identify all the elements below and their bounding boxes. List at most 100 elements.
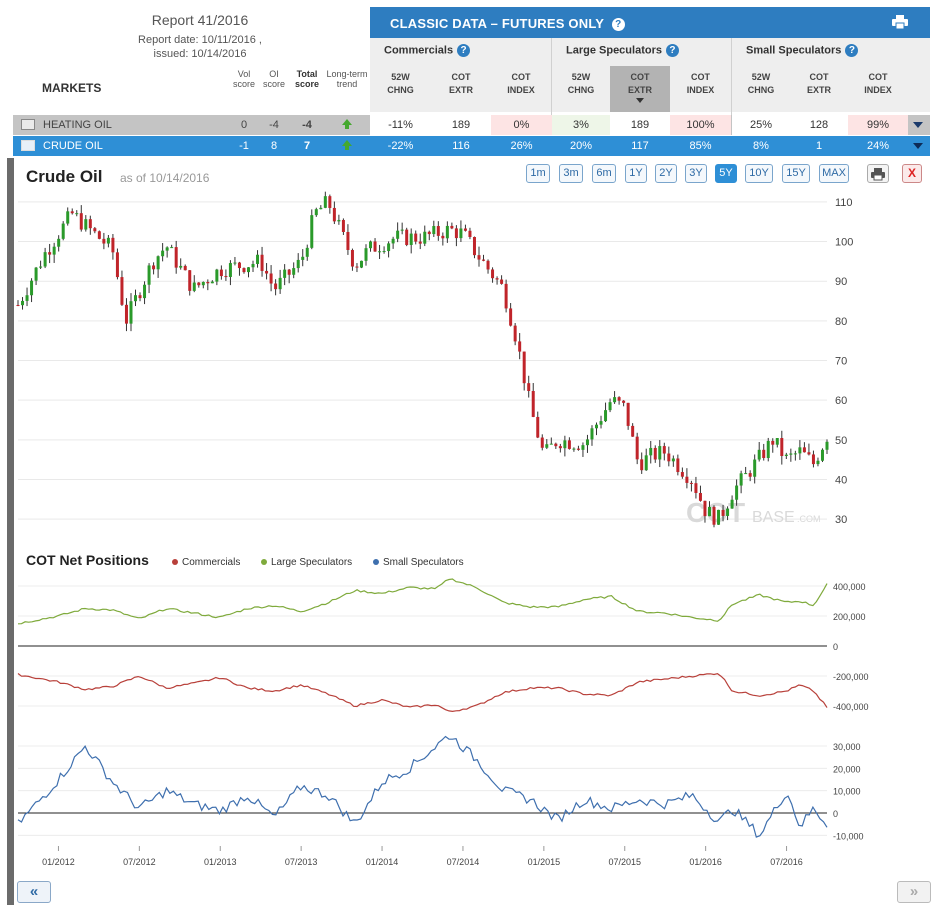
cot-chart-title: COT Net Positions [26,552,149,568]
col-header-small-index[interactable]: COT INDEX [848,66,930,112]
large-52w: 20% [569,140,593,152]
candle-body [341,219,345,232]
range-button-1m[interactable]: 1m [526,164,550,183]
range-button-1y[interactable]: 1Y [625,164,647,183]
vol-score-header[interactable]: Vol score [232,69,256,89]
candle-body [350,249,354,267]
legend-swatch [261,559,267,566]
mini-chart-icon [21,140,35,151]
candle-body [197,282,201,286]
collapse-row-icon[interactable] [913,143,923,149]
candle-body [576,448,580,450]
classic-data-bar: CLASSIC DATA – FUTURES ONLY ? [370,7,930,38]
range-button-3m[interactable]: 3m [559,164,583,183]
next-report-button[interactable]: » [897,881,931,903]
help-icon[interactable]: ? [665,44,679,57]
candle-body [703,500,707,517]
table-row-heating-oil[interactable]: HEATING OIL 0 -4 -4 -11% 189 0% 3% 189 1… [13,115,930,135]
total-score-header[interactable]: Total score [292,69,322,89]
candle-body [649,447,653,456]
close-chart-button[interactable]: X [902,164,922,183]
help-icon[interactable]: ? [457,44,471,57]
x-tick-label: 01/2013 [204,857,237,867]
candle-body [613,397,617,403]
print-icon[interactable] [892,15,908,29]
candle-body [210,281,214,284]
candle-body [359,260,363,268]
legend-commercials[interactable]: Commercials [172,557,240,568]
candle-body [585,439,589,446]
candle-body [93,228,97,232]
candle-body [748,473,752,477]
col-header-l2: INDEX [686,85,715,95]
watermark-com: .COM [797,514,821,524]
candle-body [527,383,531,391]
total-score: 7 [303,140,311,152]
cot-y-tick-label: 400,000 [833,582,866,592]
report-title: Report 41/2016 [151,12,249,28]
range-button-10y[interactable]: 10Y [745,164,773,183]
col-header-comm-52w[interactable]: 52W CHNG [370,66,431,112]
trend-header[interactable]: Long-term trend [324,69,370,89]
col-header-large-index[interactable]: COT INDEX [670,66,731,112]
candle-body [97,231,101,239]
col-header-comm-index[interactable]: COT INDEX [491,66,551,112]
cot-y-tick-label: -200,000 [833,672,869,682]
range-button-2y[interactable]: 2Y [655,164,677,183]
help-icon[interactable]: ? [611,18,625,32]
candle-body [504,283,508,309]
candle-body [292,268,296,275]
candle-body [522,351,526,384]
col-header-l1: COT [630,72,650,82]
candle-body [124,304,128,324]
markets-column-header[interactable]: MARKETS [42,81,102,95]
range-button-6m[interactable]: 6m [592,164,616,183]
group-commercials-label: Commercials [384,44,454,57]
candle-body [246,267,250,273]
range-button-max[interactable]: MAX [819,164,849,183]
col-header-l2: INDEX [507,85,535,95]
col-header-small-52w[interactable]: 52W CHNG [732,66,790,112]
candle-body [513,325,517,342]
candle-body [287,269,291,275]
legend-small-speculators[interactable]: Small Speculators [373,557,464,568]
candle-body [531,390,535,417]
candle-body [269,273,273,284]
table-row-crude-oil[interactable]: CRUDE OIL -1 8 7 -22% 116 26% 20% 117 85… [13,136,930,156]
col-header-small-extr[interactable]: COT EXTR [790,66,848,112]
candle-body [134,295,138,302]
market-name[interactable]: HEATING OIL [43,119,112,131]
candle-body [771,440,775,445]
expand-row-icon[interactable] [913,122,923,128]
candle-body [436,226,440,236]
candle-body [25,295,29,301]
vol-score-header-l1: Vol [237,69,251,79]
oi-score-header[interactable]: OI score [262,69,286,89]
candle-body [120,277,124,305]
range-button-3y[interactable]: 3Y [685,164,707,183]
x-tick-label: 07/2015 [608,857,641,867]
sort-desc-icon [636,98,644,103]
col-header-large-extr[interactable]: COT EXTR [610,66,670,112]
candle-body [721,509,725,516]
candle-body [147,265,151,285]
total-score-header-l1: Total [296,69,318,79]
watermark-cot: COT [686,497,745,528]
cot-y-tick-label: 30,000 [833,742,861,752]
previous-report-button[interactable]: « [17,881,51,903]
col-header-comm-extr[interactable]: COT EXTR [431,66,491,112]
range-button-5y[interactable]: 5Y [715,164,737,183]
candle-body [640,459,644,471]
candle-body [52,246,56,255]
market-name[interactable]: CRUDE OIL [43,140,103,152]
total-score-header-l2: score [294,79,320,89]
chart-print-button[interactable] [867,164,889,183]
candle-body [762,449,766,458]
col-header-large-52w[interactable]: 52W CHNG [552,66,610,112]
range-button-15y[interactable]: 15Y [782,164,810,183]
help-icon[interactable]: ? [845,44,859,57]
small-52w: 25% [732,115,790,135]
comm-52w: -11% [370,115,431,135]
x-tick-label: 01/2012 [42,857,75,867]
legend-large-speculators[interactable]: Large Speculators [261,557,352,568]
